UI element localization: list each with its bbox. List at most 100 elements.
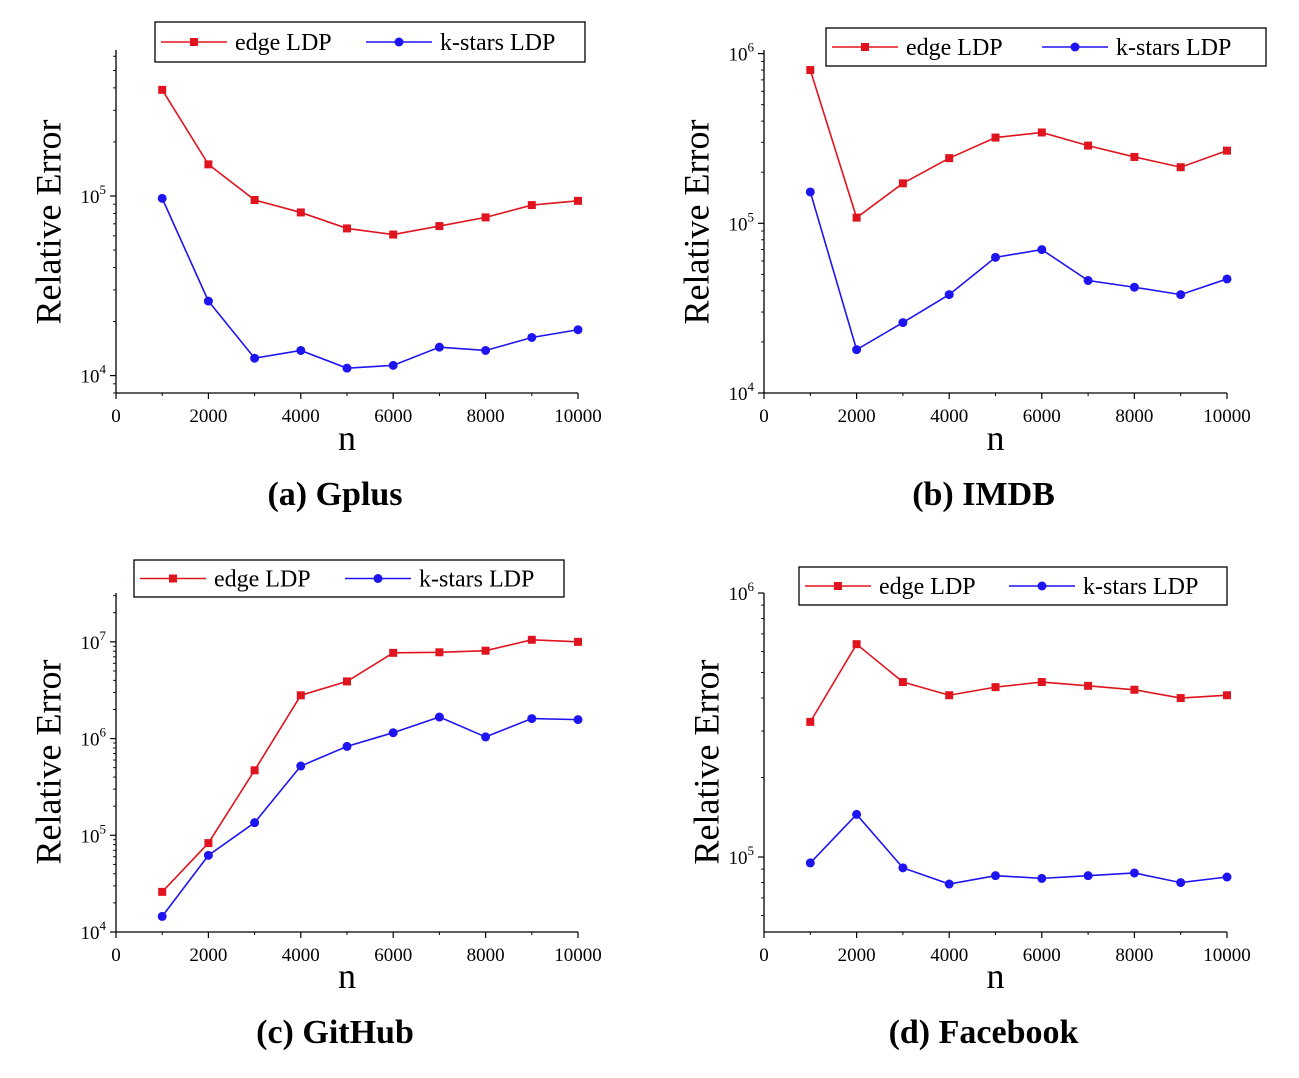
- y-axis-label: Relative Error: [676, 120, 716, 325]
- data-point-circle: [296, 345, 306, 355]
- legend-marker-circle: [1037, 581, 1047, 591]
- data-point-square: [1130, 685, 1139, 694]
- legend-label: k-stars LDP: [1083, 574, 1198, 600]
- data-point-circle: [342, 363, 352, 373]
- data-point-circle: [203, 850, 213, 860]
- legend-label: edge LDP: [879, 574, 976, 600]
- x-tick-label: 0: [111, 406, 121, 427]
- chart-panel-3: 0 2000 4000 6000 8000 10000 104 105 106 107 Relati…: [28, 559, 602, 1051]
- data-point-square: [991, 133, 1000, 142]
- data-point-square: [1084, 681, 1093, 690]
- data-point-circle: [991, 252, 1000, 262]
- x-axis-label: n: [338, 418, 356, 458]
- data-point-circle: [573, 715, 583, 725]
- x-tick-label: 10000: [1203, 945, 1251, 966]
- series-line-1: [809, 642, 1228, 723]
- y-axis-label: Relative Error: [686, 660, 726, 865]
- chart-panel-4: 0 2000 4000 6000 8000 10000 105 106 Relative Err…: [686, 566, 1251, 1051]
- x-axis-label: n: [987, 418, 1005, 458]
- data-point-circle: [342, 741, 352, 751]
- data-point-circle: [852, 345, 862, 355]
- data-point-square: [1130, 152, 1139, 161]
- series-line-1: [809, 69, 1228, 219]
- data-point-circle: [805, 187, 815, 197]
- data-point-square: [250, 766, 259, 775]
- data-point-square: [945, 154, 954, 163]
- data-point-square: [343, 677, 351, 686]
- data-point-circle: [573, 325, 583, 335]
- data-point-square: [945, 691, 954, 700]
- data-point-square: [1037, 678, 1046, 687]
- data-point-circle: [157, 911, 167, 921]
- x-axis-label: n: [987, 956, 1005, 996]
- y-tick-label: 105: [729, 843, 755, 869]
- data-point-square: [296, 208, 305, 217]
- x-tick-label: 8000: [1115, 945, 1153, 966]
- legend-label: edge LDP: [235, 30, 332, 56]
- legend: edge LDP k-stars LDP: [154, 21, 586, 63]
- data-point-square: [435, 648, 444, 657]
- y-axis-label: Relative Error: [28, 120, 68, 325]
- data-point-square: [1223, 691, 1231, 700]
- x-tick-label: 4000: [930, 945, 968, 966]
- chart-caption: (a) Gplus: [267, 476, 402, 513]
- data-point-circle: [852, 809, 862, 819]
- data-point-circle: [527, 714, 537, 724]
- legend-label: k-stars LDP: [1116, 35, 1231, 61]
- data-point-square: [1176, 694, 1185, 703]
- data-point-square: [806, 66, 815, 75]
- x-tick-label: 10000: [554, 945, 602, 966]
- x-axis-label: n: [338, 956, 356, 996]
- data-point-square: [898, 678, 907, 687]
- data-point-square: [250, 195, 259, 204]
- data-point-square: [1176, 163, 1185, 172]
- data-point-circle: [805, 858, 815, 868]
- data-point-circle: [388, 360, 398, 370]
- x-tick-label: 0: [759, 406, 769, 427]
- y-tick-label: 105: [81, 821, 107, 847]
- legend-label: edge LDP: [906, 35, 1003, 61]
- legend-marker-square: [190, 38, 198, 46]
- legend-marker-circle: [394, 37, 404, 47]
- data-point-square: [1223, 146, 1231, 155]
- x-tick-label: 2000: [838, 945, 876, 966]
- legend: edge LDP k-stars LDP: [133, 559, 565, 598]
- data-point-circle: [481, 732, 491, 742]
- data-point-square: [527, 635, 536, 644]
- data-point-square: [527, 201, 536, 210]
- x-tick-label: 6000: [1023, 945, 1061, 966]
- data-point-circle: [434, 712, 444, 722]
- legend-label: k-stars LDP: [440, 30, 555, 56]
- series-line-1: [161, 639, 579, 893]
- data-point-circle: [1222, 274, 1232, 284]
- data-point-circle: [157, 193, 167, 203]
- x-tick-label: 8000: [1115, 406, 1153, 427]
- series-line-2: [161, 198, 579, 369]
- data-point-circle: [1037, 873, 1047, 883]
- data-point-circle: [1129, 868, 1139, 878]
- x-tick-label: 2000: [189, 406, 227, 427]
- x-tick-label: 8000: [467, 406, 505, 427]
- chart-caption: (b) IMDB: [912, 476, 1055, 513]
- data-point-circle: [898, 318, 908, 328]
- data-point-square: [389, 648, 398, 657]
- data-point-circle: [991, 871, 1000, 881]
- y-tick-label: 107: [81, 628, 107, 654]
- x-tick-label: 6000: [374, 945, 412, 966]
- data-point-square: [481, 646, 490, 655]
- legend-marker-circle: [373, 574, 383, 583]
- data-point-circle: [527, 332, 537, 342]
- data-point-circle: [1129, 282, 1139, 292]
- y-tick-label: 104: [81, 918, 107, 944]
- data-point-square: [1084, 141, 1093, 150]
- data-point-circle: [944, 290, 954, 300]
- x-tick-label: 10000: [1203, 406, 1251, 427]
- data-point-circle: [1222, 872, 1232, 882]
- data-point-circle: [434, 342, 444, 352]
- x-tick-label: 6000: [1023, 406, 1061, 427]
- data-point-circle: [1176, 290, 1186, 300]
- legend-marker-square: [169, 574, 177, 583]
- data-point-square: [158, 85, 167, 94]
- data-point-circle: [1083, 871, 1093, 881]
